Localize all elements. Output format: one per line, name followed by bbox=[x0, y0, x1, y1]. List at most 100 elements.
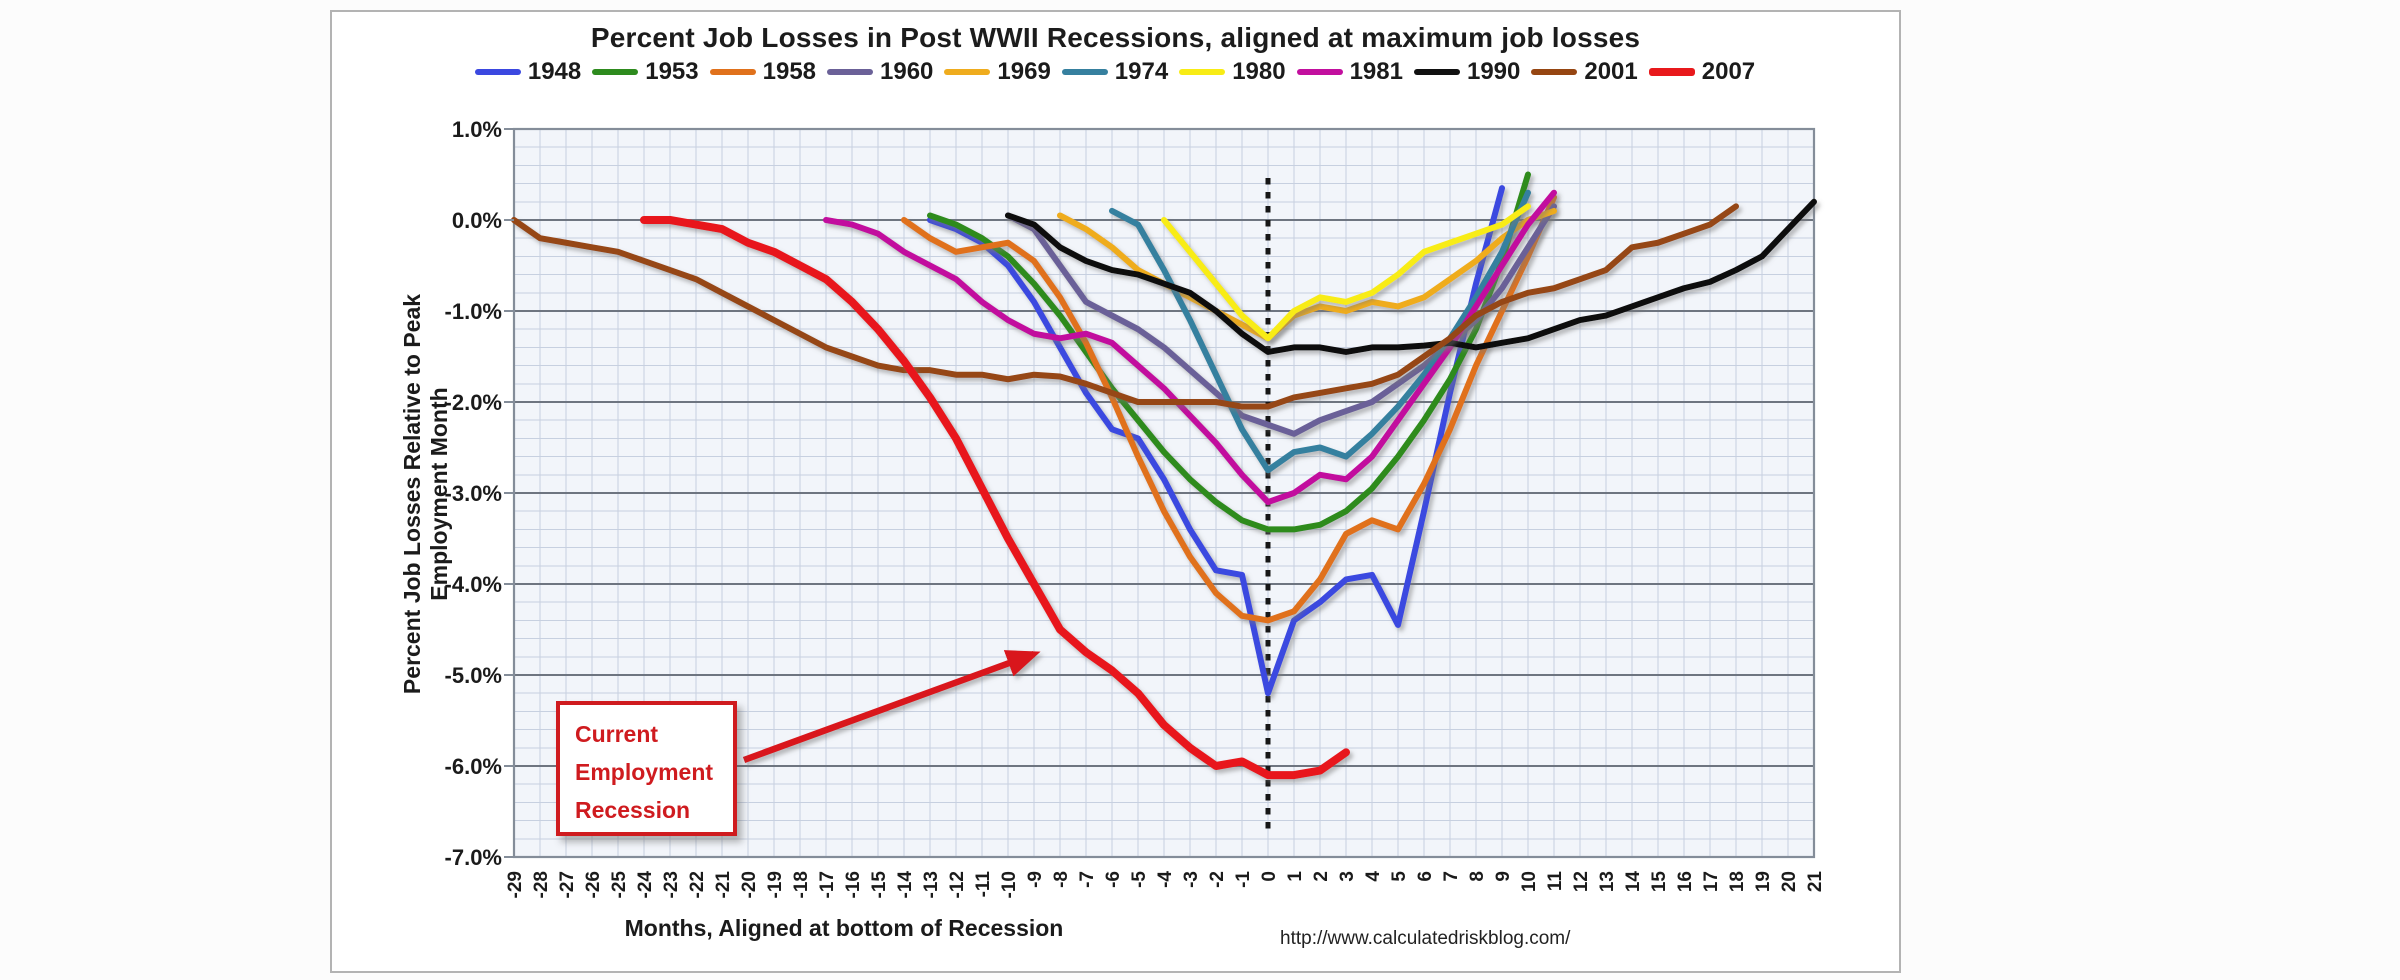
series-line-1990 bbox=[1005, 198, 1817, 355]
x-tick-label: 21 bbox=[1805, 871, 1826, 893]
x-tick-label: 9 bbox=[1493, 871, 1514, 882]
x-tick-label: -15 bbox=[869, 871, 890, 899]
legend-label: 1948 bbox=[527, 58, 582, 85]
legend-label: 1953 bbox=[645, 58, 699, 85]
x-tick-label: -3 bbox=[1181, 871, 1202, 888]
x-tick-label: -8 bbox=[1051, 871, 1072, 888]
x-tick-label: -22 bbox=[687, 871, 708, 898]
legend: 1948 1953 1958 1960 1969 1974 1980 1981 1990 2001… bbox=[332, 58, 1899, 86]
legend-line-sample-icon bbox=[827, 69, 874, 75]
legend-item-1958: 1958 bbox=[709, 58, 817, 86]
legend-label: 1981 bbox=[1349, 58, 1403, 85]
legend-label: 1990 bbox=[1466, 58, 1521, 85]
x-tick-label: -2 bbox=[1207, 871, 1228, 888]
x-tick-label: -18 bbox=[791, 871, 812, 898]
y-tick-label: -1.0% bbox=[445, 299, 502, 324]
annotation-text-line: Current bbox=[575, 721, 659, 747]
chart-frame: Percent Job Losses in Post WWII Recessio… bbox=[330, 10, 1901, 973]
x-tick-label: 11 bbox=[1545, 871, 1566, 892]
x-tick-label: 10 bbox=[1519, 871, 1540, 892]
legend-item-2007: 2007 bbox=[1648, 58, 1756, 86]
y-tick-label: -7.0% bbox=[445, 845, 502, 870]
x-tick-label: -7 bbox=[1077, 871, 1098, 888]
y-tick-label: 1.0% bbox=[452, 117, 502, 142]
x-tick-label: 14 bbox=[1623, 871, 1644, 893]
x-tick-label: 2 bbox=[1311, 871, 1332, 882]
x-tick-label: 8 bbox=[1467, 871, 1488, 882]
x-axis-labels: -29 -28 -27 -26 -25 -24 -23 -22 -21 -20 -19 -18 -17-… bbox=[505, 871, 1826, 899]
legend-line-sample-icon bbox=[1061, 69, 1108, 75]
legend-item-1981: 1981 bbox=[1296, 58, 1403, 86]
x-tick-label: -25 bbox=[609, 871, 630, 899]
x-tick-label: 0 bbox=[1259, 871, 1280, 882]
legend-item-1969: 1969 bbox=[944, 58, 1051, 86]
x-tick-label: -29 bbox=[505, 871, 526, 898]
footer-url: http://www.calculatedriskblog.com/ bbox=[1280, 928, 1571, 949]
legend-item-1948: 1948 bbox=[474, 58, 582, 86]
legend-label: 1960 bbox=[880, 58, 934, 85]
legend-line-sample-icon bbox=[1413, 69, 1460, 75]
series-line-2007 bbox=[640, 216, 1350, 780]
x-tick-label: 18 bbox=[1727, 871, 1748, 892]
x-tick-label: -17 bbox=[817, 871, 838, 898]
y-tick-label: -3.0% bbox=[445, 481, 502, 506]
legend-line-sample-icon bbox=[944, 69, 991, 75]
x-tick-label: 19 bbox=[1753, 871, 1774, 892]
x-tick-label: 1 bbox=[1285, 871, 1306, 882]
legend-line-sample-icon bbox=[1648, 68, 1695, 76]
x-tick-label: -27 bbox=[557, 871, 578, 898]
x-tick-label: -4 bbox=[1155, 871, 1176, 888]
series-line-1958 bbox=[901, 194, 1557, 624]
x-tick-label: -24 bbox=[635, 871, 656, 899]
legend-item-1953: 1953 bbox=[592, 58, 699, 86]
series-line-1969 bbox=[1057, 207, 1557, 342]
x-tick-label: -13 bbox=[921, 871, 942, 898]
legend-label: 1980 bbox=[1232, 58, 1286, 85]
y-tick-label: -2.0% bbox=[445, 390, 502, 415]
x-tick-label: -16 bbox=[843, 871, 864, 898]
annotation-box: Current Employment Recession bbox=[556, 701, 737, 836]
legend-line-sample-icon bbox=[1296, 69, 1343, 75]
series-line-1980 bbox=[1161, 203, 1531, 342]
y-axis-ticks bbox=[504, 128, 514, 858]
x-tick-label: -26 bbox=[583, 871, 604, 898]
x-tick-label: 7 bbox=[1441, 871, 1462, 882]
x-tick-label: -14 bbox=[895, 871, 916, 899]
legend-line-sample-icon bbox=[474, 69, 521, 75]
x-tick-label: -21 bbox=[713, 871, 734, 899]
legend-label: 2007 bbox=[1701, 58, 1756, 85]
legend-label: 1958 bbox=[762, 58, 817, 85]
x-tick-label: -1 bbox=[1233, 871, 1254, 888]
x-tick-label: 15 bbox=[1649, 871, 1670, 893]
y-axis-labels: 1.0% 0.0% -1.0% -2.0% -3.0% -4.0% -5.0% -6.0% -7… bbox=[445, 117, 502, 870]
series-line-1948 bbox=[927, 185, 1505, 697]
x-tick-label: 16 bbox=[1675, 871, 1696, 892]
x-tick-label: 12 bbox=[1571, 871, 1592, 892]
x-tick-label: 17 bbox=[1701, 871, 1722, 892]
y-axis-title: Percent Job Losses Relative to Peak Empl… bbox=[399, 293, 452, 695]
legend-line-sample-icon bbox=[709, 69, 756, 75]
legend-label: 1974 bbox=[1114, 58, 1169, 85]
legend-item-1974: 1974 bbox=[1061, 58, 1169, 86]
x-tick-label: 4 bbox=[1363, 871, 1384, 882]
y-tick-label: -6.0% bbox=[445, 754, 502, 779]
x-tick-label: -23 bbox=[661, 871, 682, 898]
x-tick-label: 13 bbox=[1597, 871, 1618, 892]
legend-label: 1969 bbox=[997, 58, 1051, 85]
x-tick-label: 20 bbox=[1779, 871, 1800, 892]
chart-title: Percent Job Losses in Post WWII Recessio… bbox=[590, 22, 1641, 53]
x-tick-label: -9 bbox=[1025, 871, 1046, 888]
series-line-1981 bbox=[823, 189, 1557, 506]
x-tick-label: -12 bbox=[947, 871, 968, 898]
plot-area: 1.0% 0.0% -1.0% -2.0% -3.0% -4.0% -5.0% -6.0% -7… bbox=[445, 117, 1826, 899]
x-tick-label: -5 bbox=[1129, 871, 1150, 888]
x-tick-label: -6 bbox=[1103, 871, 1124, 888]
series-line-2001 bbox=[511, 203, 1739, 410]
legend-item-2001: 2001 bbox=[1531, 58, 1638, 86]
x-axis-title: Months, Aligned at bottom of Recession bbox=[624, 915, 1064, 941]
series-line-1953 bbox=[927, 171, 1531, 533]
legend-item-1990: 1990 bbox=[1413, 58, 1521, 86]
annotation-text-line: Employment bbox=[575, 759, 714, 785]
annotation-arrow bbox=[742, 650, 1041, 764]
x-tick-label: -11 bbox=[973, 871, 994, 898]
